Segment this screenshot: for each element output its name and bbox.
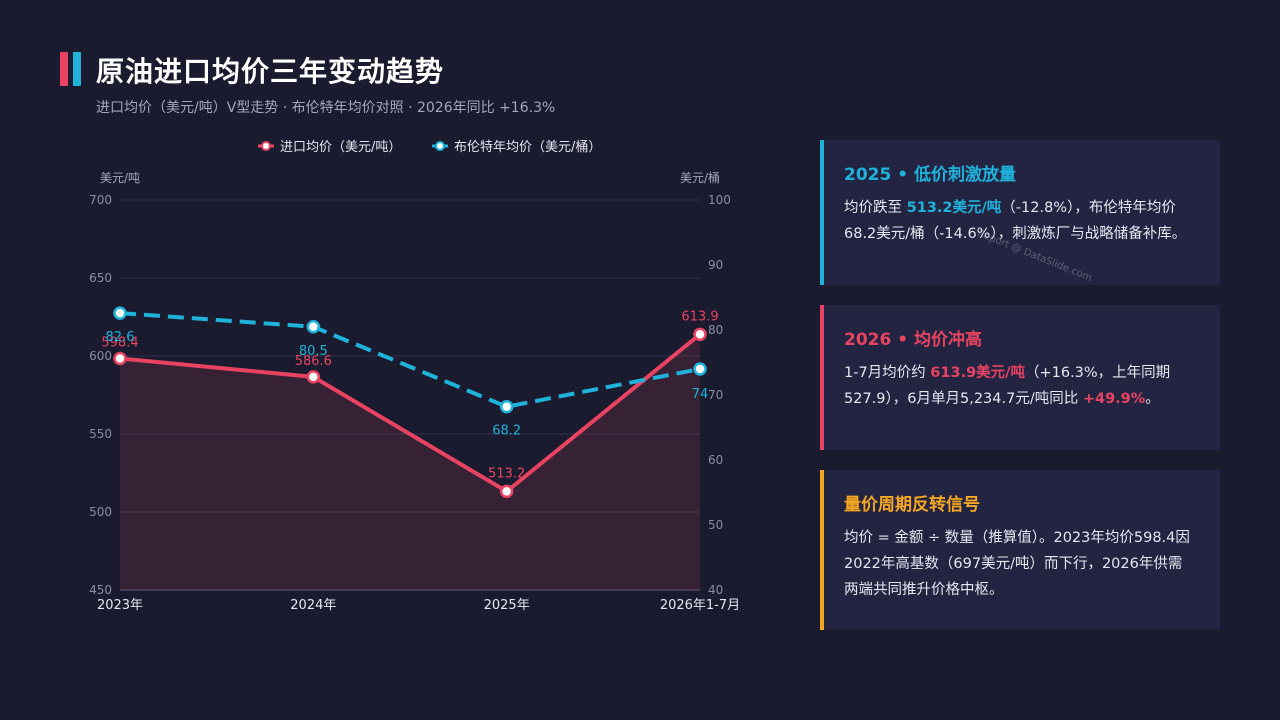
data-label: 513.2 (488, 466, 525, 481)
card-title: 2025 • 低价刺激放量 (844, 165, 1017, 185)
line-chart: 450 500 550 600 650 700 40 50 60 70 80 90 100 美元/吨 美元/… (60, 130, 800, 620)
card-text: 1-7月均价约 (844, 365, 931, 381)
accent-bar-blue (73, 52, 81, 86)
highlight-value: 513.2美元/吨 (906, 200, 1002, 216)
y-right-axis-label: 美元/桶 (680, 170, 720, 185)
data-point (113, 351, 127, 366)
card-accent (820, 140, 824, 285)
card-text: 均价跌至 (844, 200, 907, 216)
data-label: 598.4 (101, 335, 138, 350)
data-label: 80.5 (299, 344, 328, 359)
data-point (499, 484, 514, 499)
accent-bar-red (60, 52, 68, 86)
data-label: 82.6 (106, 330, 135, 345)
y-right-tick-label: 70 (708, 388, 723, 402)
y-left-axis-label: 美元/吨 (100, 171, 140, 185)
card-body: 均价跌至 513.2美元/吨（-12.8%），布伦特年均价68.2美元/桶（-1… (844, 195, 1196, 247)
y-left-tick-label: 500 (89, 505, 112, 519)
card-text: 。 (1145, 391, 1160, 407)
card-title: 2026 • 均价冲高 (844, 330, 983, 350)
y-left-tick-label: 550 (89, 427, 112, 441)
card-title: 量价周期反转信号 (844, 495, 980, 515)
legend-label: 进口均价（美元/吨） (280, 140, 401, 155)
y-right-tick-label: 100 (708, 193, 731, 207)
card-text: 均价 = 金额 ÷ 数量（推算值）。2023年均价598.4因2022年高基数（… (844, 530, 1190, 598)
y-left-tick-label: 600 (89, 349, 112, 363)
chart-svg: 450 500 550 600 650 700 40 50 60 70 80 90 100 美元/吨 美元/… (89, 140, 740, 613)
card-body: 1-7月均价约 613.9美元/吨（+16.3%，上年同期527.9），6月单月… (844, 360, 1196, 412)
y-right-tick-label: 80 (708, 323, 723, 337)
data-label: 74 (692, 387, 709, 402)
data-point (499, 399, 514, 414)
highlight-value: 613.9美元/吨 (930, 365, 1025, 381)
insight-card-2026: 2026 • 均价冲高 1-7月均价约 613.9美元/吨（+16.3%，上年同… (820, 305, 1220, 450)
y-left-tick-label: 650 (89, 271, 112, 285)
y-left-tick-label: 700 (89, 193, 112, 207)
y-left-tick-label: 450 (89, 583, 112, 597)
card-body: 均价 = 金额 ÷ 数量（推算值）。2023年均价598.4因2022年高基数（… (844, 525, 1196, 603)
x-tick-label: 2023年 (97, 598, 143, 613)
data-point (306, 370, 321, 384)
card-accent (820, 305, 824, 450)
legend-swatch-marker (435, 141, 445, 151)
y-right-tick-label: 40 (708, 583, 723, 597)
card-text: （-12.8%），布伦特年均价68.2美元/桶（-14.6%），刺激炼厂与战略储… (844, 200, 1187, 242)
page-subtitle: 进口均价（美元/吨）V型走势 · 布伦特年均价对照 · 2026年同比 +16.… (96, 100, 556, 116)
y-right-tick-label: 90 (708, 258, 723, 272)
x-tick-label: 2024年 (290, 598, 336, 613)
data-point (693, 327, 707, 342)
series-line (119, 332, 702, 494)
data-point (693, 362, 707, 376)
legend-label: 布伦特年均价（美元/桶） (454, 140, 601, 155)
title-accent-bar (60, 52, 82, 86)
data-label: 68.2 (492, 424, 521, 439)
insight-card-cycle: 量价周期反转信号 均价 = 金额 ÷ 数量（推算值）。2023年均价598.4因… (820, 470, 1220, 630)
page-title: 原油进口均价三年变动趋势 (96, 55, 445, 88)
data-point (113, 306, 127, 320)
legend-swatch-marker (261, 141, 271, 151)
card-accent (820, 470, 824, 630)
series-area (120, 334, 700, 590)
y-right-tick-label: 50 (708, 518, 723, 532)
y-right-tick-label: 60 (708, 453, 723, 467)
data-label: 586.6 (295, 354, 332, 369)
x-tick-label: 2026年1-7月 (660, 598, 740, 613)
highlight-value: +49.9% (1082, 391, 1146, 407)
data-label: 613.9 (681, 309, 718, 324)
data-point (306, 320, 321, 334)
x-tick-label: 2025年 (484, 598, 530, 613)
series-line (119, 311, 701, 409)
card-text: （+16.3%，上年同期527.9），6月单月5,234.7元/吨同比 (844, 365, 1171, 407)
insight-card-2025: 2025 • 低价刺激放量 均价跌至 513.2美元/吨（-12.8%），布伦特… (820, 140, 1220, 285)
